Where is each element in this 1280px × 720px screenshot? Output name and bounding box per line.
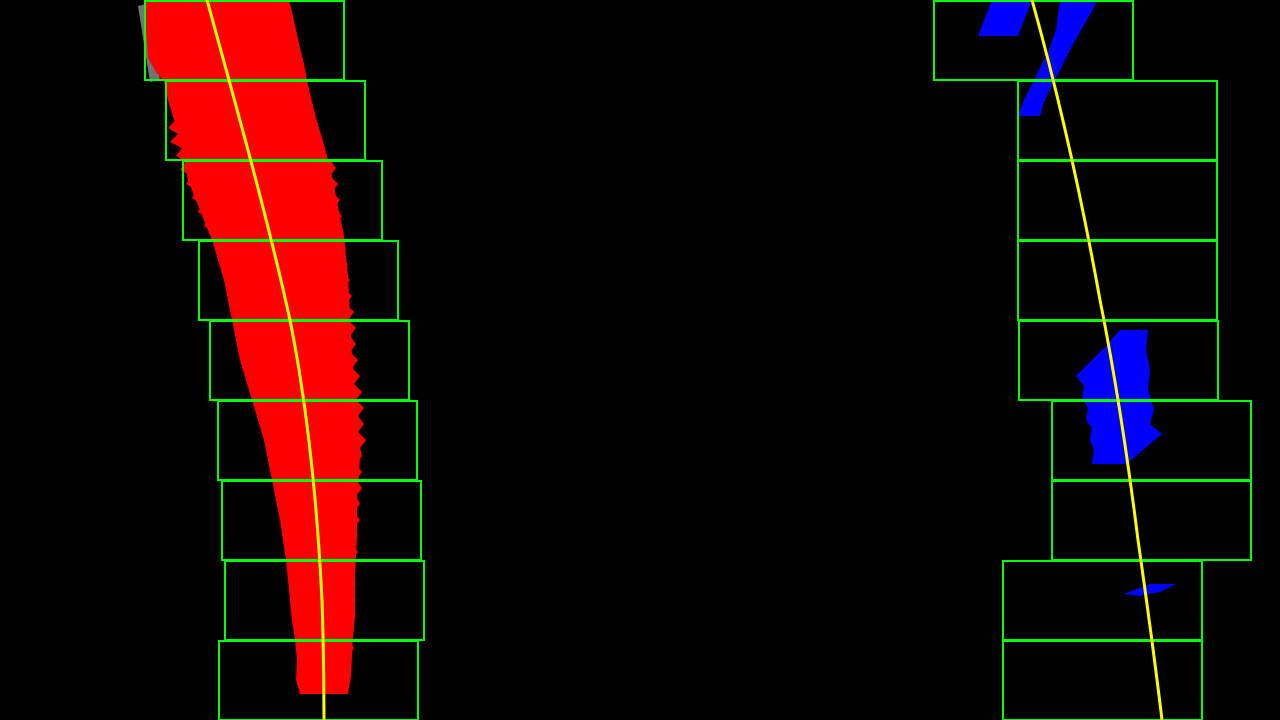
left-lane-jag-right <box>320 160 366 690</box>
right-lane-dash-small <box>1124 584 1176 596</box>
right-lane-dash-top-right <box>1018 0 1098 116</box>
right-lane-dash-top-left <box>978 0 1032 36</box>
right-search-window-9 <box>1002 640 1203 720</box>
left-lane-fit-curve <box>205 0 326 720</box>
right-lane-fit-curve <box>1030 0 1164 720</box>
left-lane-pixels <box>146 0 366 694</box>
left-search-window-9 <box>218 640 419 720</box>
left-lane-jag-left <box>168 120 300 500</box>
